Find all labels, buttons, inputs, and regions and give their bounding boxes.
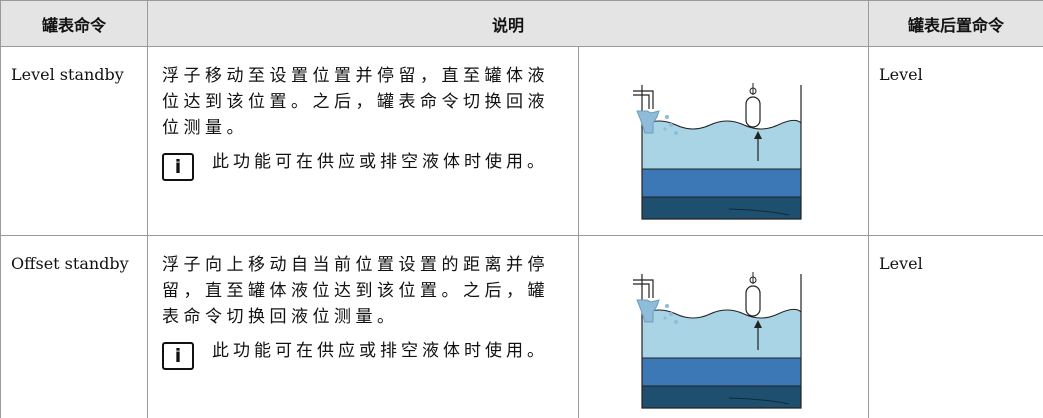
info-icon: i (162, 342, 194, 370)
next-command: Level (868, 235, 1043, 418)
note-text: 此功能可在供应或排空液体时使用。 (212, 152, 548, 172)
command: Offset standby (0, 235, 148, 418)
header-cell: 说明 (146, 0, 870, 47)
note-text: 此功能可在供应或排空液体时使用。 (212, 341, 548, 361)
note: i 此功能可在供应或排空液体时使用。 (162, 338, 568, 370)
description-cell: 浮子移动至设置位置并停留，直至罐体液位达到该位置。之后，罐表命令切换回液位测量。… (147, 46, 579, 236)
row: Level standby 浮子移动至设置位置并停留，直至罐体液位达到该位置。之… (0, 46, 1043, 236)
description: 浮子向上移动自当前位置设置的距离并停留，直至罐体液位达到该位置。之后，罐表命令切… (162, 255, 549, 327)
description-cell: 浮子向上移动自当前位置设置的距离并停留，直至罐体液位达到该位置。之后，罐表命令切… (147, 235, 579, 418)
next-command: Level (868, 46, 1043, 236)
row: Offset standby 浮子向上移动自当前位置设置的距离并停留，直至罐体液… (0, 235, 1043, 418)
tank-illustration (633, 272, 802, 409)
header-cell: 罐表后置命令 (868, 0, 1043, 47)
illustration-cell (577, 46, 870, 236)
tank-illustration (633, 83, 802, 220)
header-row: 罐表命令 说明 罐表后置命令 (0, 0, 1043, 47)
command: Level standby (0, 46, 148, 236)
header-cell: 罐表命令 (0, 0, 148, 47)
description: 浮子移动至设置位置并停留，直至罐体液位达到该位置。之后，罐表命令切换回液位测量。 (162, 66, 549, 138)
info-icon: i (162, 153, 194, 181)
note: i 此功能可在供应或排空液体时使用。 (162, 149, 568, 181)
illustration-cell (577, 235, 870, 418)
